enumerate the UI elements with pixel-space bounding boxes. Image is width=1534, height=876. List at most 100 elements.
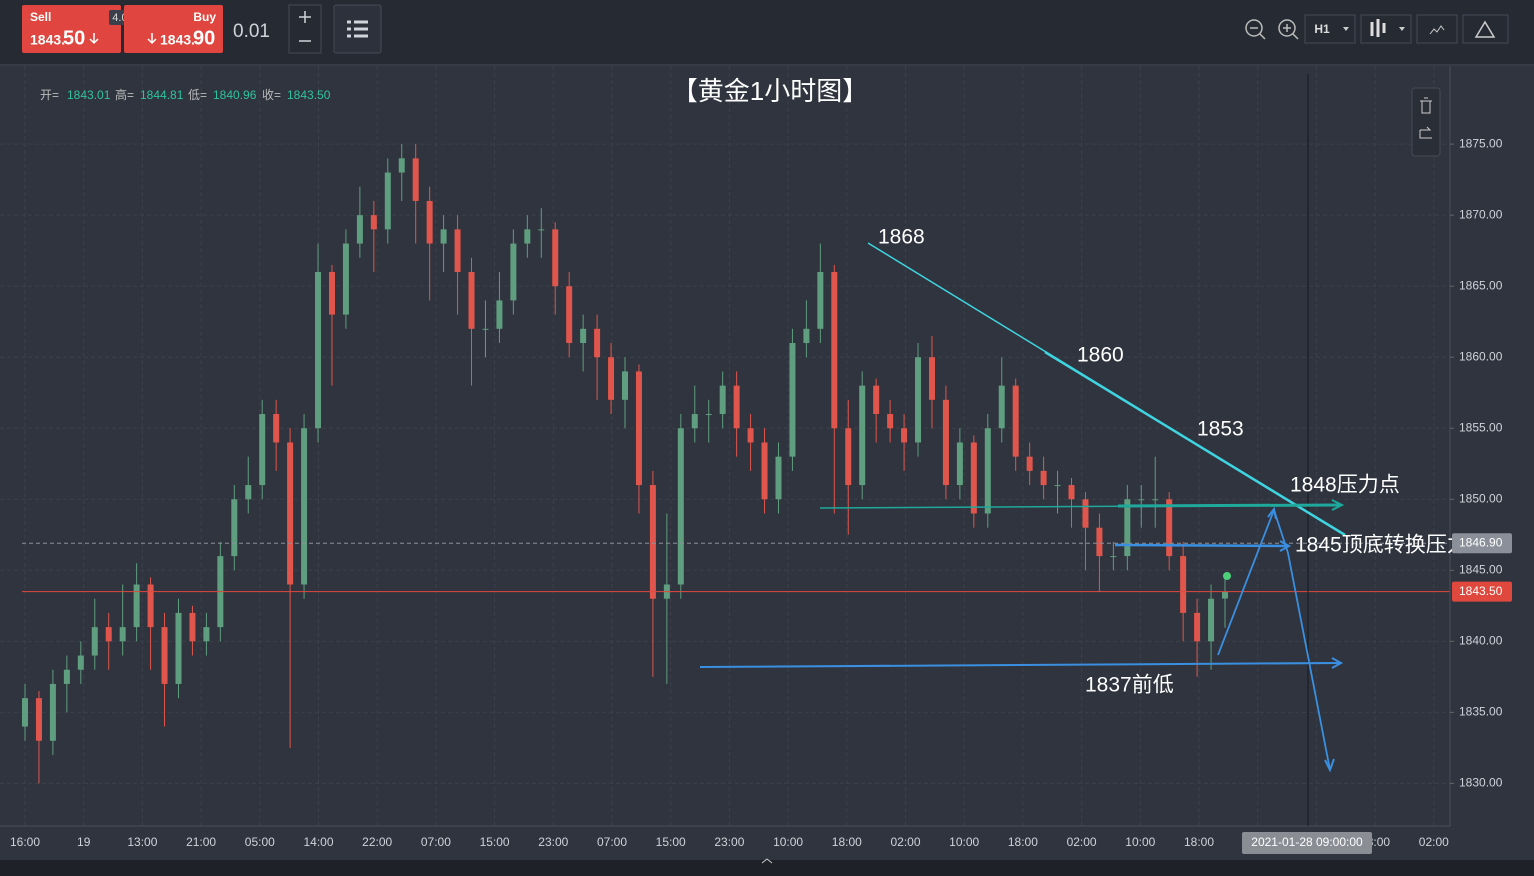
x-tick-label: 19 bbox=[77, 835, 91, 849]
candle-body bbox=[1194, 612, 1201, 642]
support-line bbox=[1114, 543, 1289, 548]
x-tick-label: 18:00 bbox=[832, 835, 862, 849]
candle-body bbox=[49, 683, 56, 741]
candle-body bbox=[189, 612, 196, 642]
plot bbox=[22, 144, 1450, 784]
collapse-icon[interactable] bbox=[761, 858, 773, 864]
buy-button[interactable]: Buy 1843. 90 bbox=[124, 5, 223, 53]
candle-body bbox=[398, 158, 405, 173]
info-label: 开= bbox=[40, 88, 59, 102]
candle-body bbox=[733, 385, 740, 429]
candle-body bbox=[1082, 499, 1089, 528]
lot-stepper[interactable] bbox=[288, 4, 322, 54]
candle-body bbox=[761, 442, 768, 500]
price-tag-label: 1846.90 bbox=[1459, 535, 1503, 549]
timeframe: H1 bbox=[1314, 22, 1330, 36]
info-value: 1844.81 bbox=[140, 88, 184, 102]
candle-body bbox=[412, 158, 419, 201]
zoom-in[interactable] bbox=[1278, 19, 1299, 40]
candle-body bbox=[161, 627, 168, 684]
side-tools[interactable] bbox=[1411, 87, 1441, 157]
arrow-head bbox=[1331, 657, 1344, 669]
x-tick-label: 16:00 bbox=[10, 835, 40, 849]
candle-body bbox=[22, 698, 28, 727]
resistance-line bbox=[1117, 503, 1341, 508]
candle-body bbox=[454, 229, 461, 272]
candle-body bbox=[622, 371, 628, 400]
info-label: 收= bbox=[262, 88, 281, 102]
candle-body bbox=[524, 229, 531, 244]
candle-body bbox=[1138, 499, 1145, 501]
info-label: 高= bbox=[115, 87, 134, 102]
candle-body bbox=[63, 669, 70, 684]
annotation: 1845顶底转换压力 bbox=[1295, 534, 1468, 557]
candle-body bbox=[1166, 499, 1173, 557]
y-tick-label: 1840.00 bbox=[1459, 633, 1503, 647]
candle-body bbox=[315, 271, 322, 429]
candle-body bbox=[594, 328, 601, 358]
candle-body bbox=[245, 485, 252, 500]
arrow-head bbox=[1331, 499, 1345, 511]
candle-body bbox=[287, 442, 294, 585]
x-tick-label: 23:00 bbox=[714, 835, 744, 849]
candle-body bbox=[273, 414, 280, 443]
candle-body bbox=[426, 200, 433, 244]
icon bbox=[1250, 27, 1266, 40]
candle-body bbox=[859, 385, 866, 486]
menu-button[interactable] bbox=[333, 4, 382, 54]
y-tick-label: 1835.00 bbox=[1459, 705, 1503, 719]
price-tag-label: 1843.50 bbox=[1459, 584, 1503, 598]
drawings bbox=[699, 242, 1346, 773]
candle-body bbox=[915, 357, 922, 443]
candle-body bbox=[1054, 485, 1061, 487]
candle-body bbox=[566, 286, 573, 344]
candle-body bbox=[468, 271, 475, 329]
x-tick-label: 22:00 bbox=[362, 835, 392, 849]
y-tick-label: 1870.00 bbox=[1459, 207, 1503, 221]
x-tick-label: 05:00 bbox=[245, 835, 275, 849]
y-tick-label: 1860.00 bbox=[1459, 349, 1503, 363]
candle-body bbox=[789, 343, 796, 457]
drawing-tools[interactable] bbox=[1462, 14, 1509, 44]
icon bbox=[1370, 19, 1386, 37]
x-tick-label: 02:00 bbox=[1419, 835, 1449, 849]
marker bbox=[1223, 572, 1231, 580]
candle-body bbox=[370, 215, 377, 230]
chart-type-select[interactable] bbox=[1360, 14, 1412, 44]
sell-button[interactable]: Sell 1843. 50 bbox=[22, 5, 121, 53]
annotation: 1853 bbox=[1197, 418, 1244, 441]
timeframe-select[interactable]: H1 bbox=[1304, 14, 1356, 44]
undo-icon bbox=[1419, 126, 1432, 139]
menu-icon bbox=[347, 20, 368, 38]
sell-label: Sell bbox=[30, 10, 51, 24]
candle-body bbox=[440, 229, 447, 244]
candle-body bbox=[677, 428, 684, 585]
y-tick-label: 1865.00 bbox=[1459, 278, 1503, 292]
arrow-icon bbox=[147, 33, 157, 45]
buy-bg bbox=[124, 5, 223, 53]
candle-body bbox=[649, 485, 656, 599]
x-tick-label: 07:00 bbox=[597, 835, 627, 849]
tool-box bbox=[1411, 87, 1441, 157]
arrow-icon bbox=[89, 33, 99, 45]
y-tick-label: 1855.00 bbox=[1459, 420, 1503, 434]
candle-body bbox=[384, 172, 391, 230]
candle-body bbox=[496, 300, 503, 329]
box bbox=[1416, 14, 1458, 44]
indicators[interactable] bbox=[1416, 14, 1458, 44]
x-tick-label: 15:00 bbox=[480, 835, 510, 849]
candle-body bbox=[1096, 527, 1103, 557]
candle-body bbox=[147, 584, 154, 628]
candle-body bbox=[831, 271, 838, 429]
icon bbox=[1283, 24, 1299, 40]
candle-body bbox=[956, 442, 963, 486]
annotation: 1837前低 bbox=[1085, 674, 1174, 697]
support-line bbox=[699, 662, 1341, 668]
candle-body bbox=[747, 428, 754, 443]
candle-body bbox=[342, 243, 349, 315]
lot-size[interactable]: 0.01 bbox=[233, 21, 270, 42]
candle-body bbox=[691, 414, 698, 429]
axes: 1830.00 1835.00 1840.00 1845.00 1850.00 1855.… bbox=[10, 136, 1512, 854]
zoom-out[interactable] bbox=[1245, 19, 1266, 40]
candle-body bbox=[970, 442, 977, 514]
